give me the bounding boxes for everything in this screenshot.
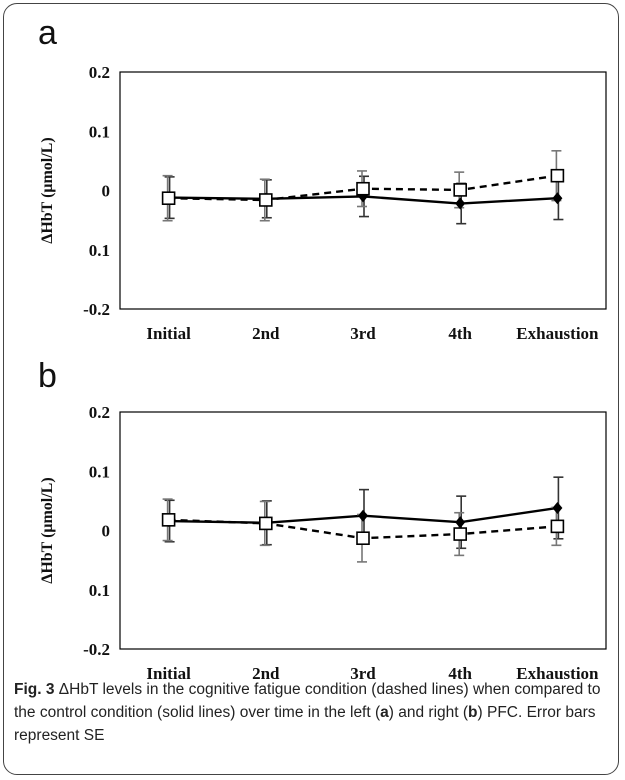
y-tick-label: -0.2 [83,640,110,659]
caption-fig-label: Fig. 3 [14,681,55,698]
series-dashed [162,498,562,563]
chart-panel-a: 0.2 0.1 0 0.1 -0.2 ΔHbT (μmol/L) Initial 2nd 3rd… [39,63,607,343]
data-point-diamond [358,509,368,522]
x-tick-label: 4th [448,324,472,343]
x-tick-label: Initial [146,324,191,343]
x-tick-label: Exhaustion [516,324,599,343]
x-tick-label: 2nd [252,324,280,343]
panel-b-letter: b [38,357,57,395]
data-point-square [161,513,176,527]
data-point-diamond [552,192,563,205]
data-point-square [453,183,468,197]
y-axis-label: ΔHbT (μmol/L) [39,137,56,243]
caption-bold-a: a [380,704,389,721]
y-tick-label: 0.2 [89,403,110,422]
figure-caption: Fig. 3 ΔHbT levels in the cognitive fati… [14,678,614,747]
y-tick-label: 0.1 [89,581,110,600]
data-point-square [161,191,176,206]
y-tick-label: 0.1 [89,122,110,141]
y-tick-label: -0.2 [83,300,110,319]
x-tick-label: 3rd [350,324,376,343]
x-tick-label: 3rd [350,664,376,683]
y-tick-label: 0.1 [89,241,110,260]
y-tick-label: 0.1 [89,462,110,481]
data-point-square [258,516,273,531]
chart-panel-b: 0.2 0.1 0 0.1 -0.2 ΔHbT (μmol/L) Initial 2nd 3rd… [39,403,607,683]
data-point-square [258,193,273,207]
data-point-square [453,527,468,541]
caption-bold-b: b [468,704,478,721]
caption-text-3: ) PFC. Error bars represent SE [14,704,596,744]
figure-frame [3,3,619,775]
data-point-square [356,531,370,546]
x-tick-label: 2nd [252,664,280,683]
y-tick-label: 0 [102,522,111,541]
y-tick-label: 0 [102,182,111,201]
x-tick-label: Initial [146,664,191,683]
data-point-diamond [552,501,563,514]
data-point-square [356,181,370,196]
data-point-square [550,168,565,183]
y-axis-label: ΔHbT (μmol/L) [39,477,56,583]
data-point-diamond [455,516,466,529]
data-point-diamond [455,197,466,210]
panel-a-letter: a [38,14,57,52]
caption-text-1: ΔHbT levels in the cognitive fatigue con… [14,681,601,721]
plot-area [119,411,607,650]
data-point-square [550,519,565,534]
y-tick-label: 0.2 [89,63,110,82]
plot-area [119,71,607,310]
x-tick-label: Exhaustion [516,664,599,683]
x-tick-label: 4th [448,664,472,683]
caption-text-2: ) and right ( [388,704,469,721]
